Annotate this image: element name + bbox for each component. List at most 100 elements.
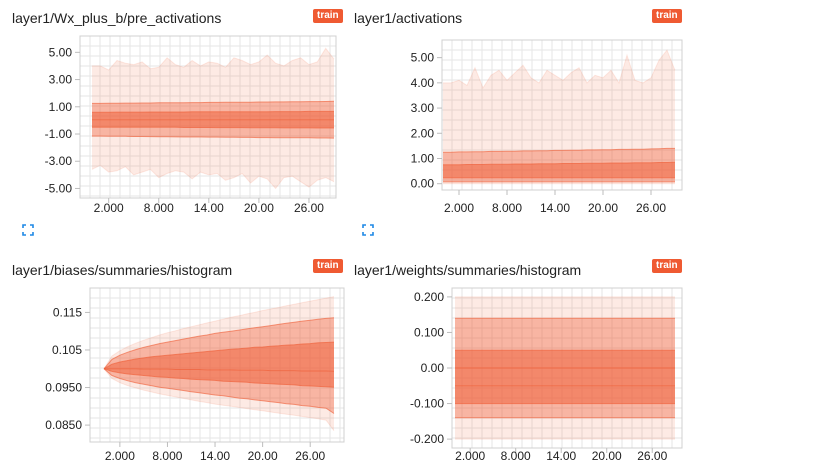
distribution-band bbox=[455, 350, 675, 368]
y-tick-label: 0.100 bbox=[414, 325, 444, 339]
distribution-band bbox=[92, 127, 334, 139]
percentile-lines bbox=[455, 296, 675, 440]
distribution-bands bbox=[104, 296, 334, 431]
run-badge: train bbox=[652, 9, 682, 23]
distribution-bands bbox=[455, 296, 675, 440]
distribution-chart-pre-activations[interactable]: 5.00 3.00 1.00 -1.00 -3.00 -5.00 2.000 8.000 14.… bbox=[0, 30, 350, 220]
distribution-bands bbox=[443, 50, 675, 184]
distribution-band bbox=[455, 385, 675, 404]
x-tick-label: 20.00 bbox=[592, 449, 622, 463]
x-tick-label: 26.00 bbox=[295, 449, 325, 463]
series-line bbox=[92, 100, 335, 104]
distribution-band bbox=[92, 136, 334, 189]
y-tick-label: 0.00 bbox=[411, 177, 435, 191]
distribution-band bbox=[92, 48, 334, 104]
series-line bbox=[443, 147, 675, 153]
series-line bbox=[92, 110, 334, 113]
series-line bbox=[103, 341, 335, 370]
x-axis: 2.000 8.000 14.00 20.00 26.00 bbox=[94, 198, 324, 215]
y-axis: 5.00 4.00 3.00 2.00 1.00 0.00 bbox=[411, 51, 442, 191]
distribution-band bbox=[92, 101, 334, 113]
y-tick-label: -1.00 bbox=[45, 127, 73, 141]
distribution-chart-weights[interactable]: 0.200 0.100 0.00 -0.100 -0.200 2.000 8.000 14.0… bbox=[360, 280, 700, 465]
x-axis: 2.000 8.000 14.00 20.00 26.00 bbox=[105, 442, 326, 463]
series-line bbox=[104, 368, 335, 372]
x-tick-label: 8.000 bbox=[144, 201, 174, 215]
x-tick-label: 2.000 bbox=[94, 201, 124, 215]
plot-frame bbox=[441, 39, 683, 191]
fullscreen-expand-icon[interactable] bbox=[22, 224, 34, 236]
run-badge: train bbox=[313, 9, 343, 23]
distribution-band bbox=[92, 119, 334, 128]
y-tick-label: -5.00 bbox=[45, 181, 73, 195]
y-axis: 0.200 0.100 0.00 -0.100 -0.200 bbox=[410, 290, 452, 446]
x-tick-label: 14.00 bbox=[200, 449, 230, 463]
distribution-band bbox=[455, 318, 675, 351]
x-tick-label: 2.000 bbox=[455, 449, 485, 463]
x-tick-label: 2.000 bbox=[444, 201, 474, 215]
y-tick-label: -0.100 bbox=[410, 397, 444, 411]
y-tick-label: 5.00 bbox=[411, 51, 435, 65]
series-line bbox=[443, 161, 676, 166]
y-tick-label: 0.105 bbox=[52, 343, 82, 357]
y-tick-label: 5.00 bbox=[49, 45, 73, 59]
x-tick-label: 26.00 bbox=[636, 201, 666, 215]
y-tick-label: -3.00 bbox=[45, 154, 73, 168]
x-tick-label: 20.00 bbox=[244, 201, 274, 215]
x-axis: 2.000 8.000 14.00 20.00 26.00 bbox=[455, 448, 668, 463]
y-tick-label: 4.00 bbox=[411, 76, 435, 90]
y-tick-label: 0.0950 bbox=[45, 381, 82, 395]
plot-frame bbox=[79, 35, 337, 199]
x-tick-label: 8.000 bbox=[492, 201, 522, 215]
percentile-lines bbox=[443, 49, 676, 185]
x-tick-label: 8.000 bbox=[152, 449, 182, 463]
distribution-band bbox=[92, 111, 334, 120]
x-tick-label: 14.00 bbox=[540, 201, 570, 215]
distribution-chart-activations[interactable]: 5.004.003.002.001.000.002.000 8.000 14.00 2… bbox=[360, 30, 700, 220]
run-badge: train bbox=[652, 259, 682, 273]
x-tick-label: 26.00 bbox=[637, 449, 667, 463]
distribution-chart-biases[interactable]: 0.115 0.105 0.0950 0.0850 2.000 8.000 14.00 20.… bbox=[0, 280, 350, 465]
y-tick-label: 3.00 bbox=[49, 73, 73, 87]
distribution-band bbox=[443, 177, 675, 182]
y-axis: 0.115 0.105 0.0950 0.0850 bbox=[45, 305, 90, 432]
y-tick-label: 1.00 bbox=[411, 151, 435, 165]
distribution-band bbox=[443, 162, 675, 178]
y-tick-label: 3.00 bbox=[411, 101, 435, 115]
x-axis: 2.000 8.000 14.00 20.00 26.00 bbox=[444, 190, 666, 215]
chart-title: layer1/biases/summaries/histogram bbox=[12, 262, 233, 278]
series-line bbox=[443, 49, 676, 89]
y-axis: 5.00 3.00 1.00 -1.00 -3.00 -5.00 bbox=[45, 45, 80, 195]
series-line bbox=[103, 296, 335, 370]
y-tick-label: 0.0850 bbox=[45, 418, 82, 432]
series-line bbox=[103, 368, 335, 432]
y-tick-label: 0.00 bbox=[421, 361, 445, 375]
distribution-band bbox=[455, 417, 675, 440]
distribution-band bbox=[104, 317, 334, 369]
distribution-band bbox=[455, 296, 675, 319]
series-line bbox=[92, 135, 335, 139]
series-line bbox=[92, 126, 334, 129]
x-tick-label: 14.00 bbox=[546, 449, 576, 463]
percentile-lines bbox=[103, 296, 335, 432]
series-line bbox=[103, 368, 335, 414]
y-tick-label: 1.00 bbox=[49, 100, 73, 114]
distribution-band bbox=[104, 342, 334, 372]
distribution-band bbox=[443, 148, 675, 165]
run-badge: train bbox=[313, 259, 343, 273]
chart-title: layer1/weights/summaries/histogram bbox=[354, 262, 582, 278]
x-tick-label: 8.000 bbox=[501, 449, 531, 463]
x-tick-label: 2.000 bbox=[105, 449, 135, 463]
distribution-band bbox=[443, 50, 675, 153]
y-tick-label: 0.200 bbox=[414, 290, 444, 304]
distribution-band bbox=[455, 403, 675, 418]
series-line bbox=[103, 317, 335, 370]
distribution-bands bbox=[92, 48, 334, 189]
series-line bbox=[92, 47, 335, 71]
x-tick-label: 20.00 bbox=[248, 449, 278, 463]
x-tick-label: 26.00 bbox=[294, 201, 324, 215]
series-line bbox=[103, 368, 335, 388]
fullscreen-expand-icon[interactable] bbox=[362, 224, 374, 236]
plot-frame bbox=[89, 287, 345, 443]
x-tick-label: 14.00 bbox=[194, 201, 224, 215]
